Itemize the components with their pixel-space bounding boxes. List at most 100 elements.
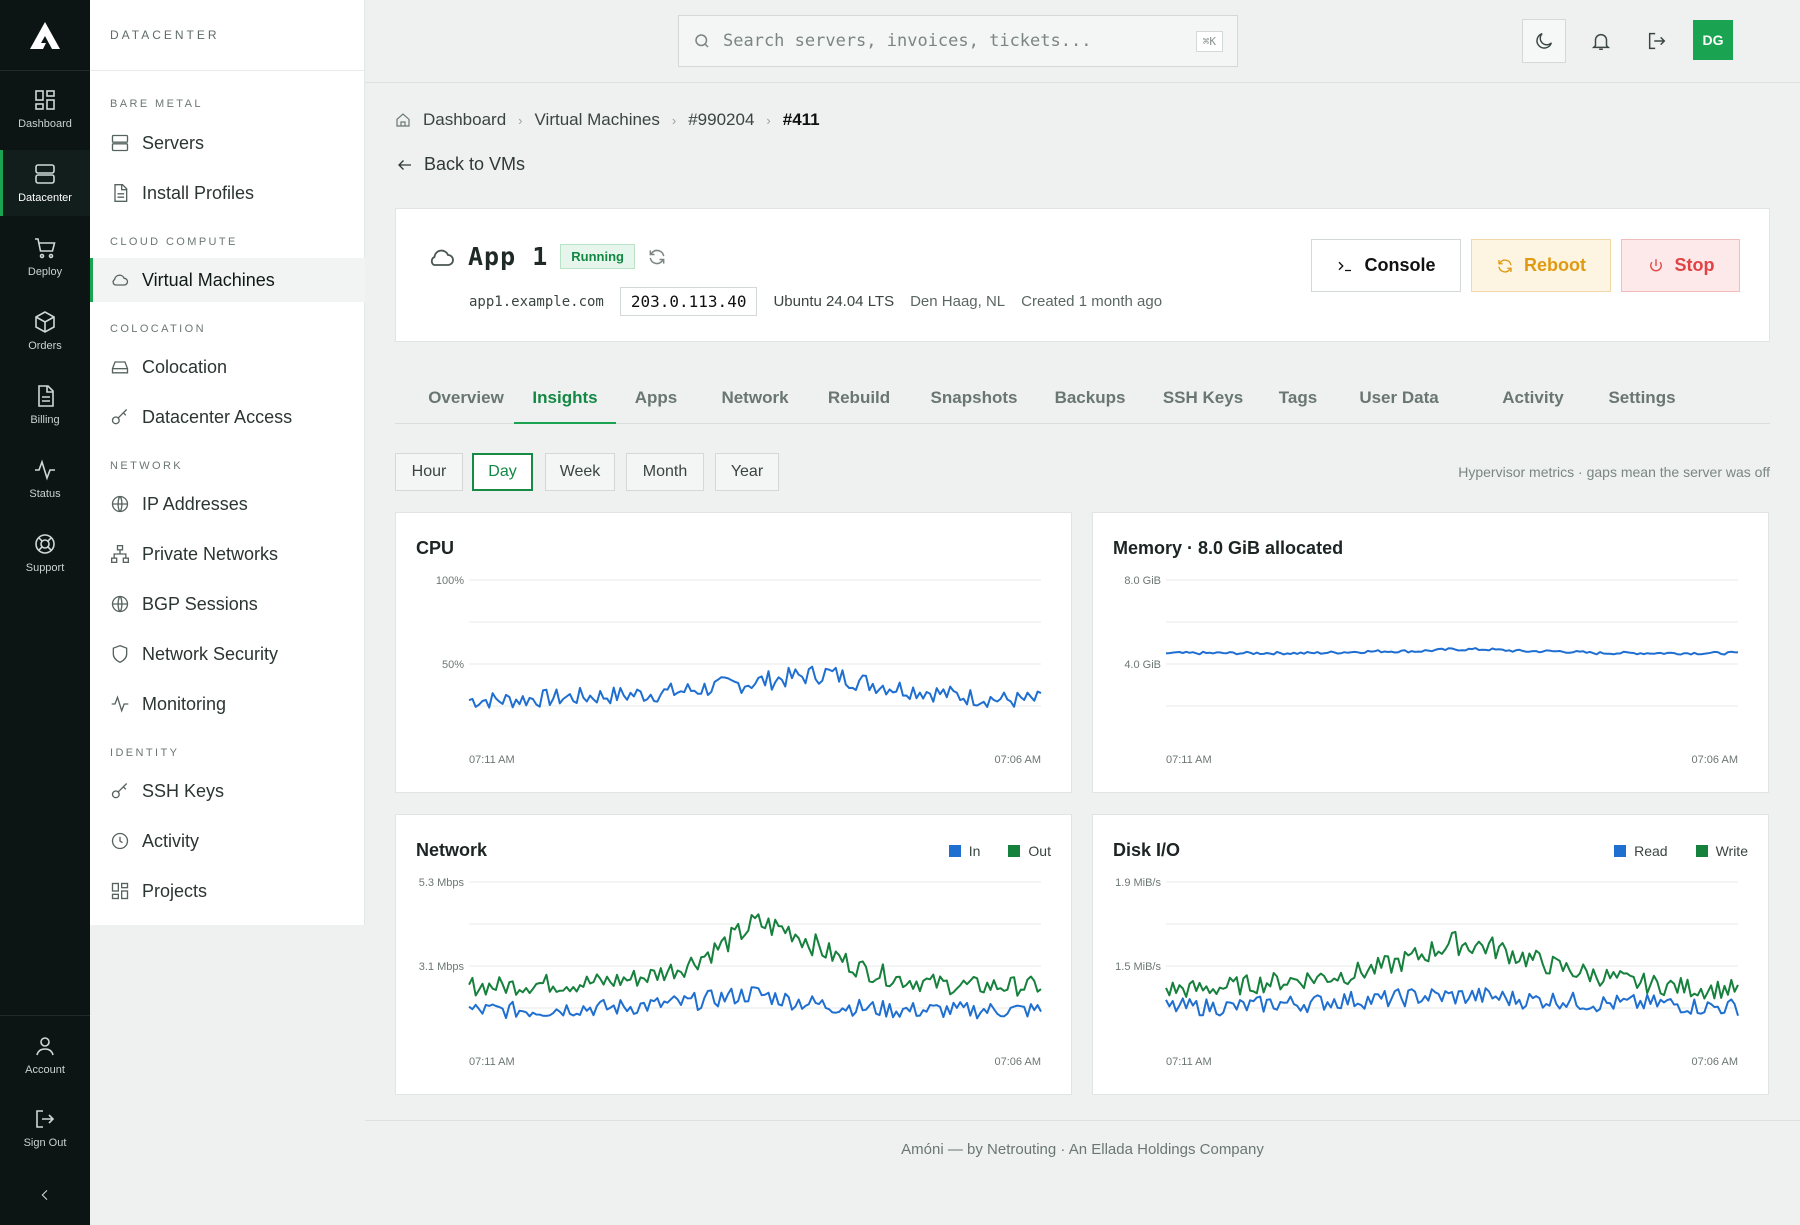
x-tick-label: 07:06 AM — [995, 754, 1041, 766]
sidebar-item-network-security[interactable]: Network Security — [90, 632, 365, 676]
cloud-icon — [430, 249, 454, 266]
chart-title: Network — [416, 840, 488, 860]
sign-out-icon — [1648, 32, 1666, 50]
pulse-icon — [35, 459, 55, 481]
y-tick-label: 50% — [442, 659, 464, 671]
memory-chart: 8.0 GiB 4.0 GiB 07:11 AM 07:06 AM — [1124, 575, 1739, 766]
sidebar-item-monitoring[interactable]: Monitoring — [90, 682, 365, 726]
network-chart: 5.3 Mbps 3.1 Mbps 07:11 AM 07:06 AM — [419, 877, 1042, 1068]
cpu-chart-panel: CPU 100% 50% 07:11 AM 07:06 AM — [395, 512, 1072, 793]
sign-out-button[interactable] — [1635, 19, 1679, 63]
series-line-read — [1165, 987, 1739, 1017]
rail-item-signout[interactable]: Sign Out — [0, 1095, 90, 1161]
tab-backups[interactable]: Backups — [1054, 388, 1126, 407]
breadcrumb-virtual-machines[interactable]: Virtual Machines — [534, 110, 660, 129]
tab-rebuild[interactable]: Rebuild — [827, 388, 891, 407]
stop-button[interactable]: Stop — [1621, 239, 1740, 292]
chart-title: Memory · 8.0 GiB allocated — [1113, 538, 1344, 558]
rail-item-orders[interactable]: Orders — [0, 298, 90, 364]
rail-item-billing[interactable]: Billing — [0, 372, 90, 438]
sidebar-item-label: Network Security — [142, 643, 279, 664]
tab-activity[interactable]: Activity — [1502, 388, 1564, 407]
sign-out-icon — [36, 1110, 55, 1128]
key-icon — [111, 783, 128, 799]
y-tick-label: 1.5 MiB/s — [1115, 961, 1161, 973]
reboot-button[interactable]: Reboot — [1471, 239, 1611, 292]
vm-ip-address[interactable]: 203.0.113.40 — [619, 287, 758, 316]
tab-settings[interactable]: Settings — [1608, 388, 1676, 407]
y-tick-label: 1.9 MiB/s — [1115, 877, 1161, 889]
tab-network[interactable]: Network — [721, 388, 789, 407]
avatar[interactable]: DG — [1693, 20, 1733, 60]
legend-label-read: Read — [1634, 843, 1668, 859]
rail-label: Deploy — [27, 266, 63, 278]
tab-apps[interactable]: Apps — [634, 388, 678, 407]
breadcrumb-dashboard[interactable]: Dashboard — [423, 110, 507, 129]
range-week-button[interactable]: Week — [545, 453, 615, 491]
search-input[interactable]: Search servers, invoices, tickets... — [723, 31, 1092, 51]
rail-item-deploy[interactable]: Deploy — [0, 224, 90, 290]
notifications-button[interactable] — [1579, 19, 1623, 63]
range-day-button[interactable]: Day — [472, 453, 533, 491]
sidebar-item-ssh-keys[interactable]: SSH Keys — [90, 769, 365, 813]
x-tick-label: 07:11 AM — [469, 1056, 515, 1068]
sidebar-item-install-profiles[interactable]: Install Profiles — [90, 171, 365, 215]
range-hour-button[interactable]: Hour — [395, 453, 463, 491]
sidebar-item-colocation[interactable]: Colocation — [90, 345, 365, 389]
sidebar-item-activity[interactable]: Activity — [90, 819, 365, 863]
collapse-rail-button[interactable] — [0, 1165, 90, 1225]
sidebar-item-private-networks[interactable]: Private Networks — [90, 532, 365, 576]
document-icon — [114, 184, 128, 202]
cpu-chart: 100% 50% 07:11 AM 07:06 AM — [436, 575, 1042, 766]
bell-icon — [1591, 33, 1611, 50]
rail-item-support[interactable]: Support — [0, 520, 90, 586]
theme-toggle-button[interactable] — [1522, 19, 1566, 63]
tab-overview[interactable]: Overview — [428, 388, 504, 407]
network-icon — [111, 545, 129, 563]
vm-meta-row: app1.example.com 203.0.113.40 Ubuntu 24.… — [469, 287, 1162, 316]
breadcrumb-project[interactable]: #990204 — [688, 110, 755, 129]
rail-item-status[interactable]: Status — [0, 446, 90, 512]
rail-item-dashboard[interactable]: Dashboard — [0, 76, 90, 142]
refresh-icon[interactable] — [647, 247, 667, 267]
tab-insights[interactable]: Insights — [514, 388, 616, 424]
rail-divider — [0, 1015, 90, 1016]
rail-item-account[interactable]: Account — [0, 1022, 90, 1088]
tab-user-data[interactable]: User Data — [1359, 388, 1439, 407]
chevron-right-icon: › — [766, 112, 771, 128]
rail-label: Orders — [28, 340, 62, 352]
sidebar-item-datacenter-access[interactable]: Datacenter Access — [90, 395, 365, 439]
sidebar-item-ip-addresses[interactable]: IP Addresses — [90, 482, 365, 526]
box-icon — [35, 311, 55, 333]
series-line-value — [1165, 647, 1739, 656]
series-line-out — [468, 913, 1042, 997]
server-icon — [35, 164, 55, 184]
range-year-button[interactable]: Year — [715, 453, 779, 491]
tab-ssh-keys[interactable]: SSH Keys — [1162, 388, 1244, 407]
tab-snapshots[interactable]: Snapshots — [930, 388, 1018, 407]
tab-tags[interactable]: Tags — [1278, 388, 1318, 407]
breadcrumb: Dashboard › Virtual Machines › #990204 ›… — [395, 110, 820, 130]
back-link[interactable]: Back to VMs — [396, 154, 525, 175]
search-icon — [695, 34, 709, 48]
status-badge: Running — [560, 244, 635, 269]
console-button[interactable]: Console — [1311, 239, 1461, 292]
rail-label: Datacenter — [18, 192, 72, 204]
range-month-button[interactable]: Month — [626, 453, 704, 491]
section-cloud-compute: CLOUD COMPUTE — [110, 236, 238, 248]
global-search[interactable]: Search servers, invoices, tickets... ⌘K — [678, 15, 1238, 67]
x-tick-label: 07:06 AM — [1692, 754, 1738, 766]
vm-title-row: App 1 Running — [426, 242, 667, 271]
sidebar-header: DATACENTER — [90, 0, 364, 71]
reboot-label: Reboot — [1524, 255, 1586, 275]
rail-item-datacenter[interactable]: Datacenter — [0, 150, 90, 216]
sidebar-item-virtual-machines[interactable]: Virtual Machines — [90, 258, 365, 302]
vm-hostname: app1.example.com — [469, 293, 604, 310]
brand-logo[interactable] — [0, 0, 90, 71]
breadcrumb-current: #411 — [782, 110, 820, 129]
sidebar-item-projects[interactable]: Projects — [90, 869, 365, 913]
sidebar-item-servers[interactable]: Servers — [90, 121, 365, 165]
sidebar-item-bgp-sessions[interactable]: BGP Sessions — [90, 582, 365, 626]
x-tick-label: 07:11 AM — [1166, 1056, 1212, 1068]
sidebar-item-label: IP Addresses — [142, 493, 248, 514]
